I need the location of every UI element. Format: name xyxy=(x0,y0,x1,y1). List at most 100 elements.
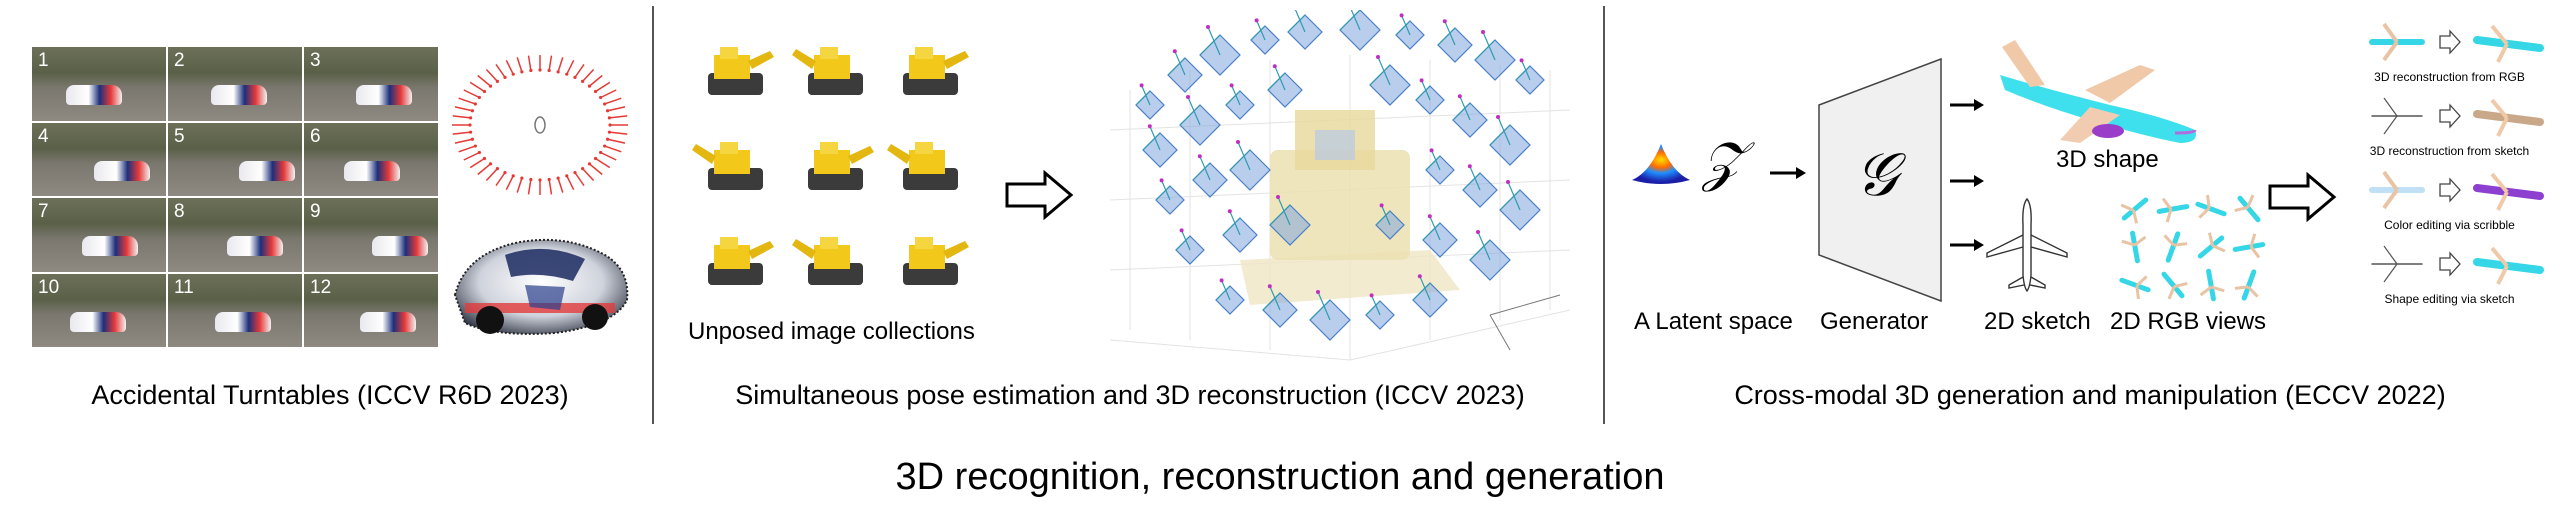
camera-ray xyxy=(548,179,553,195)
camera-ray xyxy=(485,68,498,82)
camera-frustum xyxy=(1179,95,1221,146)
camera-frustum xyxy=(1515,58,1545,95)
task-label: Color editing via scribble xyxy=(2384,218,2515,232)
sketch-2d-label: 2D sketch xyxy=(1984,308,2091,335)
camera-point xyxy=(538,68,542,72)
camera-frustum xyxy=(1369,55,1411,106)
task-arrow xyxy=(2439,29,2461,55)
rgb-views-grid xyxy=(2119,194,2266,302)
camera-ray xyxy=(469,157,485,169)
camera-ray xyxy=(600,89,617,99)
task-arrow xyxy=(2439,251,2461,277)
camera-point xyxy=(468,130,473,134)
camera-point xyxy=(581,167,585,171)
task-arrow xyxy=(2439,103,2461,129)
camera-ray xyxy=(574,172,585,187)
camera-ray xyxy=(548,55,553,71)
camera-frustum xyxy=(1469,230,1511,281)
rgb-view-airplane xyxy=(2199,268,2225,302)
rgb-view-airplane xyxy=(2195,194,2227,219)
camera-ray xyxy=(463,89,480,99)
camera-ray xyxy=(589,163,603,176)
camera-ray xyxy=(495,172,506,187)
camera-point xyxy=(511,174,515,178)
camera-point xyxy=(520,176,524,180)
camera-frustum xyxy=(1199,25,1241,76)
excavator-image xyxy=(808,142,874,190)
camera-frustum xyxy=(1225,83,1255,120)
camera-ray xyxy=(477,163,491,176)
camera-point xyxy=(593,89,598,94)
process-arrow-1 xyxy=(1005,170,1074,220)
divider-2 xyxy=(1603,6,1605,424)
turntable-frame: 9 xyxy=(304,198,438,272)
task-illustration xyxy=(2369,170,2544,211)
car-thumbnail xyxy=(239,160,296,181)
excavator-image xyxy=(708,237,774,285)
generator-trapezoid xyxy=(1818,57,1942,303)
task-illustration xyxy=(2371,97,2544,137)
camera-point xyxy=(482,89,487,94)
rgb-view-airplane xyxy=(2161,271,2188,300)
camera-point xyxy=(488,162,493,166)
camera-pose-reconstruction xyxy=(1109,10,1571,361)
camera-ray xyxy=(527,179,532,195)
car-thumbnail xyxy=(69,311,126,332)
car-thumbnail xyxy=(344,160,401,181)
camera-point xyxy=(477,150,481,155)
camera-point xyxy=(473,102,477,106)
car-thumbnail xyxy=(214,311,271,332)
unposed-image-collection xyxy=(692,47,969,285)
camera-frustum xyxy=(1415,78,1445,115)
camera-ray xyxy=(582,168,595,182)
camera-ray xyxy=(505,59,514,75)
camera-ray xyxy=(477,74,491,87)
camera-point xyxy=(470,137,474,141)
task-input-plane xyxy=(2371,245,2423,283)
camera-ray xyxy=(452,115,471,119)
camera-point xyxy=(565,174,569,178)
camera-frustum xyxy=(1250,18,1280,55)
turntable-frame: 12 xyxy=(304,273,438,347)
car-thumbnail xyxy=(210,85,267,106)
task-output-plane xyxy=(2473,24,2544,63)
camera-ray xyxy=(595,157,611,169)
camera-frustum xyxy=(1422,214,1458,258)
camera-ray xyxy=(600,151,617,161)
turntable-frame: 8 xyxy=(168,198,302,272)
excavator-image xyxy=(903,47,969,95)
camera-ray xyxy=(595,81,611,93)
camera-ray xyxy=(604,97,622,105)
latent-z-symbol: 𝒵 xyxy=(1702,130,1744,193)
rgb-views-label: 2D RGB views xyxy=(2110,308,2267,335)
camera-point xyxy=(503,75,507,79)
task-row: 3D reconstruction from RGB xyxy=(2352,18,2547,88)
frame-number: 11 xyxy=(174,276,194,298)
rgb-view-airplane xyxy=(2234,194,2261,223)
camera-point xyxy=(573,171,577,175)
camera-point xyxy=(573,75,577,79)
frame-number: 9 xyxy=(310,201,321,222)
camera-ray xyxy=(458,97,476,105)
camera-frustum xyxy=(1309,290,1351,341)
rgb-view-airplane xyxy=(2234,269,2259,301)
camera-ray xyxy=(458,145,476,153)
camera-point xyxy=(556,176,560,180)
camera-frustum xyxy=(1155,178,1185,215)
camera-point xyxy=(547,177,551,182)
camera-frustum xyxy=(1365,293,1395,330)
rgb-view-airplane xyxy=(2197,232,2226,259)
task-illustration xyxy=(2371,245,2544,285)
latent-distribution-icon xyxy=(1632,144,1690,184)
camera-point xyxy=(488,84,493,88)
camera-frustum xyxy=(1452,94,1488,138)
camera-point xyxy=(503,171,507,175)
car-thumbnail xyxy=(93,160,150,181)
camera-ray xyxy=(557,177,564,193)
frame-number: 6 xyxy=(310,125,321,147)
camera-ray xyxy=(604,145,622,153)
camera-ray xyxy=(454,138,473,144)
camera-point xyxy=(511,72,515,76)
turntable-frame: 7 xyxy=(32,198,166,272)
camera-point xyxy=(603,144,607,148)
